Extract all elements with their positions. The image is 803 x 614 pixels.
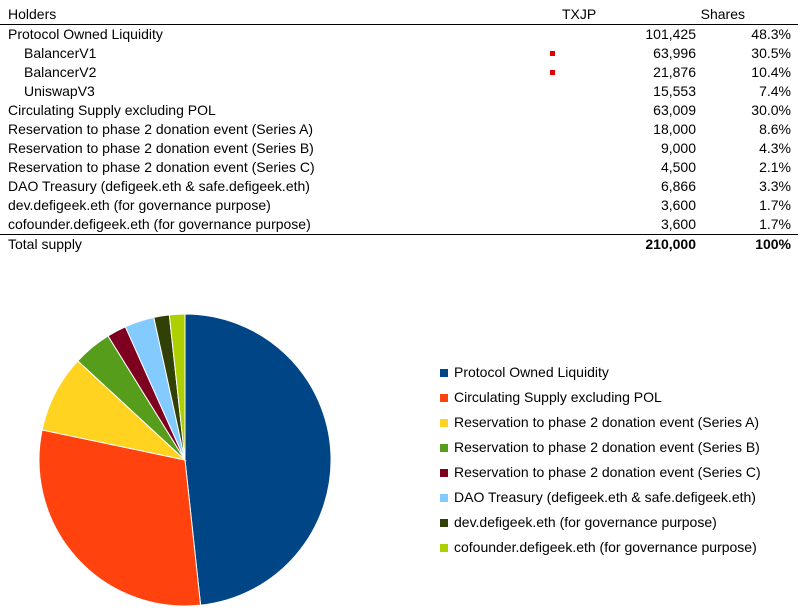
table-body: Protocol Owned Liquidity 101,425 48.3% Bala… [0, 25, 798, 234]
row-share: 30.0% [751, 102, 791, 118]
legend-item: Reservation to phase 2 donation event (S… [440, 460, 761, 485]
pie-slice [184, 313, 332, 606]
pie-slice [38, 429, 202, 607]
table-row: BalancerV1 63,996 30.5% [0, 44, 798, 63]
legend-label: Circulating Supply excluding POL [454, 389, 662, 405]
legend-item: Reservation to phase 2 donation event (S… [440, 435, 761, 460]
legend-label: dev.defigeek.eth (for governance purpose… [454, 514, 717, 530]
row-share: 4.3% [759, 140, 791, 156]
pie-slice [168, 313, 186, 461]
row-label: BalancerV1 [24, 45, 97, 61]
legend-swatch [440, 519, 448, 527]
table-row: Circulating Supply excluding POL 63,009 30… [0, 101, 798, 120]
row-share: 10.4% [751, 64, 791, 80]
legend-label: Reservation to phase 2 donation event (S… [454, 414, 760, 430]
table-row: BalancerV2 21,876 10.4% [0, 63, 798, 82]
pie-chart [38, 313, 332, 607]
row-share: 2.1% [759, 159, 791, 175]
row-share: 3.3% [759, 178, 791, 194]
row-tokens: 101,425 [645, 26, 696, 42]
row-tokens: 6,866 [660, 178, 696, 194]
row-tokens: 21,876 [653, 64, 696, 80]
cell-comment-marker[interactable] [550, 51, 555, 56]
legend-swatch [440, 469, 448, 477]
table-row: DAO Treasury (defigeek.eth & safe.defige… [0, 177, 798, 196]
row-share: 7.4% [759, 83, 791, 99]
chart-legend: Protocol Owned Liquidity Circulating Supp… [440, 360, 761, 560]
row-share: 8.6% [759, 121, 791, 137]
table-row: Protocol Owned Liquidity 101,425 48.3% [0, 25, 798, 44]
row-share: 1.7% [759, 197, 791, 213]
legend-swatch [440, 419, 448, 427]
row-label: DAO Treasury (defigeek.eth & safe.defige… [8, 178, 310, 194]
holders-table: Holders TXJP Shares Protocol Owned Liqui… [0, 5, 798, 254]
cell-comment-marker[interactable] [550, 70, 555, 75]
legend-swatch [440, 394, 448, 402]
row-tokens: 63,009 [653, 102, 696, 118]
row-tokens: 4,500 [660, 159, 696, 175]
row-tokens: 3,600 [660, 216, 696, 232]
legend-swatch [440, 369, 448, 377]
row-share: 48.3% [751, 26, 791, 42]
total-row: Total supply 210,000 100% [0, 234, 798, 254]
row-label: Circulating Supply excluding POL [8, 102, 216, 118]
table-row: cofounder.defigeek.eth (for governance p… [0, 215, 798, 234]
table-row: Reservation to phase 2 donation event (S… [0, 139, 798, 158]
row-tokens: 63,996 [653, 45, 696, 61]
row-label: UniswapV3 [24, 83, 95, 99]
legend-label: cofounder.defigeek.eth (for governance p… [454, 539, 757, 555]
table-row: Reservation to phase 2 donation event (S… [0, 120, 798, 139]
row-share: 30.5% [751, 45, 791, 61]
total-tokens: 210,000 [645, 236, 696, 252]
table-row: Reservation to phase 2 donation event (S… [0, 158, 798, 177]
header-holders: Holders [8, 6, 57, 22]
table-header-row: Holders TXJP Shares [0, 5, 798, 25]
row-label: cofounder.defigeek.eth (for governance p… [8, 216, 311, 232]
legend-item: Circulating Supply excluding POL [440, 385, 761, 410]
legend-label: Protocol Owned Liquidity [454, 364, 609, 380]
row-share: 1.7% [759, 216, 791, 232]
total-label: Total supply [8, 236, 82, 252]
legend-item: Reservation to phase 2 donation event (S… [440, 410, 761, 435]
row-label: BalancerV2 [24, 64, 97, 80]
legend-label: Reservation to phase 2 donation event (S… [454, 464, 761, 480]
legend-swatch [440, 444, 448, 452]
legend-item: cofounder.defigeek.eth (for governance p… [440, 535, 761, 560]
legend-item: DAO Treasury (defigeek.eth & safe.defige… [440, 485, 761, 510]
row-label: dev.defigeek.eth (for governance purpose… [8, 197, 271, 213]
table-row: dev.defigeek.eth (for governance purpose… [0, 196, 798, 215]
legend-swatch [440, 544, 448, 552]
row-label: Protocol Owned Liquidity [8, 26, 163, 42]
header-shares: Shares [700, 6, 745, 22]
row-tokens: 15,553 [653, 83, 696, 99]
row-label: Reservation to phase 2 donation event (S… [8, 140, 314, 156]
legend-item: dev.defigeek.eth (for governance purpose… [440, 510, 761, 535]
row-tokens: 3,600 [660, 197, 696, 213]
total-share: 100% [755, 236, 791, 252]
table-row: UniswapV3 15,553 7.4% [0, 82, 798, 101]
legend-label: Reservation to phase 2 donation event (S… [454, 439, 760, 455]
header-txjp: TXJP [562, 6, 597, 22]
legend-swatch [440, 494, 448, 502]
row-label: Reservation to phase 2 donation event (S… [8, 121, 314, 137]
row-tokens: 18,000 [653, 121, 696, 137]
legend-label: DAO Treasury (defigeek.eth & safe.defige… [454, 489, 756, 505]
row-label: Reservation to phase 2 donation event (S… [8, 159, 315, 175]
row-tokens: 9,000 [660, 140, 696, 156]
legend-item: Protocol Owned Liquidity [440, 360, 761, 385]
